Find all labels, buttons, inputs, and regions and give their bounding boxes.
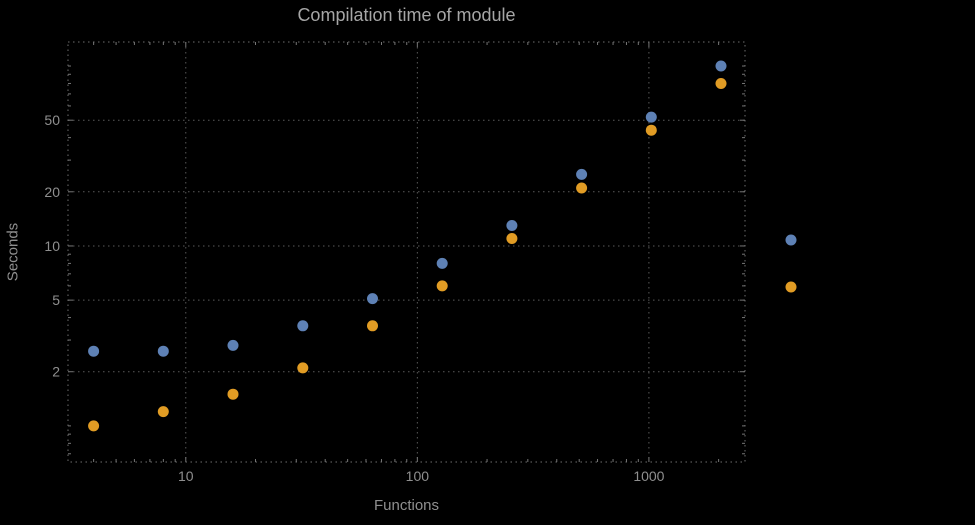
data-point-orange-series bbox=[297, 362, 309, 374]
plot-frame bbox=[67, 41, 746, 463]
data-point-blue-series bbox=[645, 111, 657, 123]
data-point-blue-series bbox=[367, 293, 378, 305]
y-tick-label: 50 bbox=[44, 112, 60, 128]
legend-marker bbox=[785, 281, 797, 293]
data-point-orange-series bbox=[576, 182, 588, 194]
data-point-orange-series bbox=[227, 388, 239, 400]
data-point-orange-series bbox=[367, 320, 378, 332]
data-point-orange-series bbox=[436, 280, 448, 292]
legend-marker bbox=[785, 234, 797, 246]
x-tick-label: 1000 bbox=[633, 468, 664, 484]
data-point-blue-series bbox=[715, 60, 727, 72]
y-tick-label: 5 bbox=[52, 292, 60, 308]
data-point-blue-series bbox=[436, 257, 448, 269]
data-point-orange-series bbox=[506, 233, 518, 244]
data-point-blue-series bbox=[576, 168, 588, 180]
y-tick-label: 20 bbox=[44, 184, 60, 200]
data-point-blue-series bbox=[297, 320, 309, 332]
y-tick-label: 2 bbox=[52, 364, 60, 380]
x-axis-label: Functions bbox=[373, 497, 440, 514]
data-point-blue-series bbox=[506, 220, 518, 231]
data-point-orange-series bbox=[715, 78, 727, 89]
chart-title: Compilation time of module bbox=[297, 5, 516, 25]
data-point-blue-series bbox=[88, 345, 100, 357]
data-point-orange-series bbox=[157, 406, 169, 418]
y-axis-label: Seconds bbox=[4, 222, 22, 282]
y-tick-label: 10 bbox=[44, 238, 60, 254]
x-tick-label: 100 bbox=[406, 468, 430, 484]
data-point-blue-series bbox=[157, 345, 169, 357]
x-tick-label: 10 bbox=[178, 468, 194, 484]
data-point-orange-series bbox=[88, 420, 100, 432]
data-point-blue-series bbox=[227, 339, 239, 351]
data-point-orange-series bbox=[645, 124, 657, 136]
